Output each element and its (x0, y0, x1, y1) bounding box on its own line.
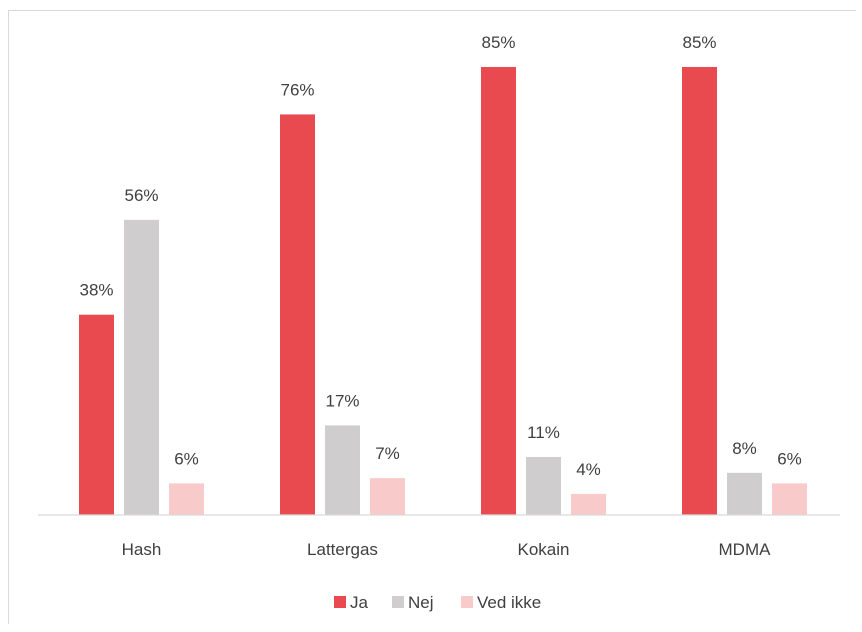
value-labels-group: 38% 56% 6% 76% 17% 7% 85% 11% 4% 85% 8% 6% (79, 33, 801, 479)
value-label-lattergas-nej: 17% (325, 391, 359, 410)
value-label-kokain-ja: 85% (481, 33, 515, 52)
chart-frame (8, 10, 856, 624)
bar-kokain-ja (481, 67, 516, 515)
value-label-mdma-ved-ikke: 6% (777, 449, 802, 468)
bar-lattergas-nej (325, 425, 360, 515)
category-label-lattergas: Lattergas (307, 540, 378, 559)
legend-swatch-ja (334, 596, 346, 608)
legend: Ja Nej Ved ikke (334, 593, 541, 612)
category-labels-group: Hash Lattergas Kokain MDMA (122, 540, 771, 559)
value-label-mdma-ja: 85% (682, 33, 716, 52)
bar-mdma-ved-ikke (772, 483, 807, 515)
bar-kokain-ved-ikke (571, 493, 606, 515)
bar-hash-nej (124, 219, 159, 516)
category-label-hash: Hash (122, 540, 162, 559)
value-label-hash-nej: 56% (124, 186, 158, 205)
value-label-mdma-nej: 8% (732, 439, 757, 458)
value-label-hash-ved-ikke: 6% (174, 449, 199, 468)
value-label-kokain-ved-ikke: 4% (576, 460, 601, 479)
legend-label-ved-ikke: Ved ikke (477, 593, 541, 612)
legend-label-nej: Nej (408, 593, 434, 612)
bar-lattergas-ja (280, 114, 315, 515)
bar-lattergas-ved-ikke (370, 478, 405, 515)
category-label-mdma: MDMA (719, 540, 772, 559)
value-label-lattergas-ved-ikke: 7% (375, 444, 400, 463)
value-label-kokain-nej: 11% (527, 423, 560, 442)
bar-hash-ja (79, 314, 114, 515)
legend-label-ja: Ja (350, 593, 369, 612)
legend-swatch-ved-ikke (461, 596, 473, 608)
bar-mdma-nej (727, 472, 762, 515)
value-label-hash-ja: 38% (79, 281, 113, 300)
value-label-lattergas-ja: 76% (280, 80, 314, 99)
category-label-kokain: Kokain (518, 540, 570, 559)
bars-group (79, 67, 807, 516)
legend-swatch-nej (392, 596, 404, 608)
bar-hash-ved-ikke (169, 483, 204, 515)
bar-mdma-ja (682, 67, 717, 515)
bar-kokain-nej (526, 457, 561, 515)
